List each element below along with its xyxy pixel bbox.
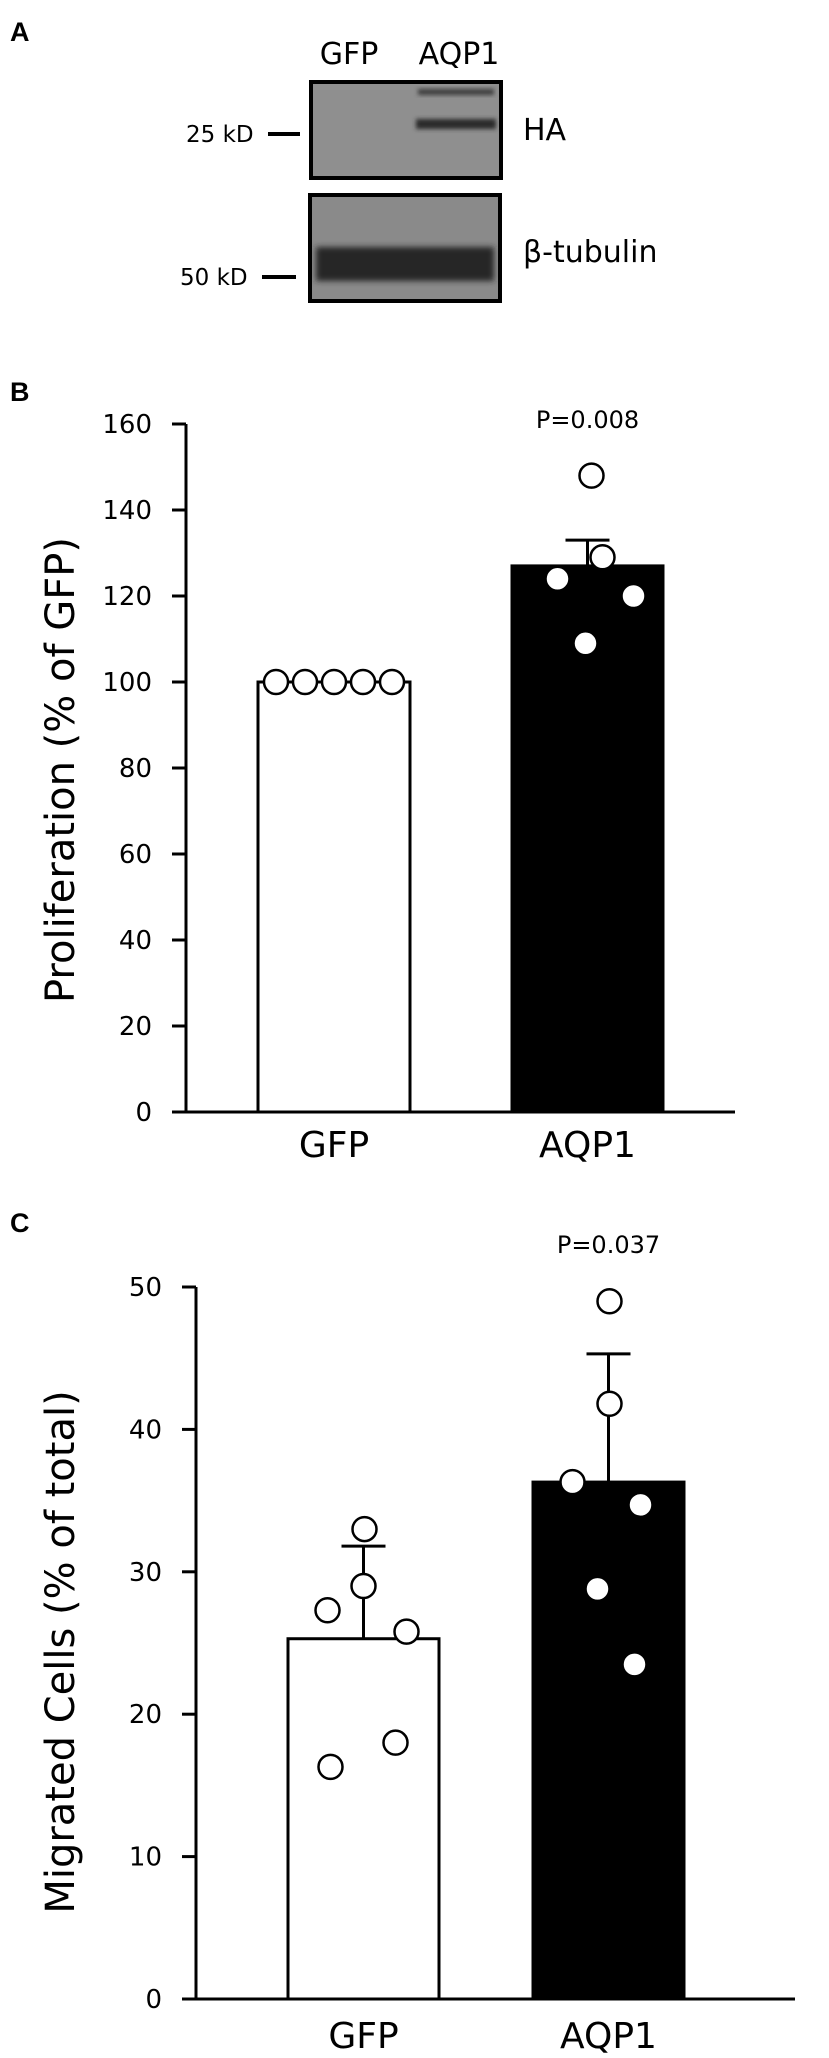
data-point-aqp1 <box>589 544 616 571</box>
category-label-gfp: GFP <box>299 1125 369 1166</box>
y-tick-label: 0 <box>145 1985 162 2015</box>
y-tick-label: 40 <box>119 926 152 956</box>
blot-marker-50kd: 50 kD <box>180 265 248 291</box>
blot-tubulin <box>308 193 502 303</box>
y-tick-label: 20 <box>119 1012 152 1042</box>
category-label-aqp1: AQP1 <box>560 2016 657 2057</box>
y-tick-label: 20 <box>129 1700 162 1730</box>
panel-c: C Migrated Cells (% of total) 0 10 20 30 40 5… <box>10 1208 795 2057</box>
y-tick-label: 80 <box>119 754 152 784</box>
data-point-gfp <box>317 1753 344 1781</box>
y-tick-label: 40 <box>129 1415 162 1445</box>
data-point-gfp <box>378 668 406 696</box>
data-point-gfp <box>351 1515 378 1543</box>
data-point-gfp <box>393 1618 420 1645</box>
y-tick-label: 140 <box>102 496 152 526</box>
blot-lane-label-gfp: GFP <box>320 37 379 72</box>
data-point-gfp <box>350 1572 377 1600</box>
y-tick-label: 10 <box>129 1843 162 1873</box>
panel-a: A GFP AQP1 25 kD HA 50 kD β-tubulin <box>10 17 658 303</box>
data-point-aqp1 <box>578 462 605 489</box>
data-point-aqp1 <box>620 582 647 610</box>
chart-c-plot: 0 10 20 30 40 50 GFP AQP1 P=0.037 <box>129 1231 795 2057</box>
blot-lane-label-aqp1: AQP1 <box>419 37 500 72</box>
bar-gfp <box>286 1637 441 2001</box>
y-tick-label: 30 <box>129 1558 162 1588</box>
blot-ha-membrane <box>309 80 503 180</box>
chart-b-ylabel: Proliferation (% of GFP) <box>38 537 84 1003</box>
data-point-aqp1 <box>596 1390 623 1418</box>
y-tick-label: 60 <box>119 840 152 870</box>
p-value-annotation: P=0.008 <box>536 406 639 434</box>
bar-aqp1 <box>510 564 665 1114</box>
p-value-annotation: P=0.037 <box>557 1231 660 1259</box>
data-point-aqp1 <box>627 1491 654 1519</box>
panel-label-b: B <box>10 377 30 407</box>
data-point-aqp1 <box>621 1651 648 1678</box>
y-tick-label: 120 <box>102 582 152 612</box>
y-tick-label: 100 <box>102 668 152 698</box>
data-point-gfp <box>314 1596 341 1624</box>
blot-target-ha: HA <box>523 113 567 148</box>
blot-ha <box>309 80 503 180</box>
chart-b-plot: 0 20 40 60 80 100 120 140 160 GFP AQP1 P=0.008 <box>102 406 735 1166</box>
blot-tubulin-band <box>316 247 494 281</box>
data-point-gfp <box>262 668 290 696</box>
panel-label-a: A <box>10 17 30 47</box>
chart-c-ylabel: Migrated Cells (% of total) <box>38 1390 84 1913</box>
panel-label-c: C <box>10 1208 30 1238</box>
data-point-aqp1 <box>559 1468 586 1496</box>
blot-target-tubulin: β-tubulin <box>523 235 658 270</box>
data-point-gfp <box>382 1729 409 1756</box>
data-point-gfp <box>291 668 319 696</box>
data-point-gfp <box>320 668 348 696</box>
data-point-aqp1 <box>596 1287 623 1315</box>
bar-aqp1 <box>531 1480 686 2001</box>
data-point-aqp1 <box>572 630 599 657</box>
blot-marker-25kd: 25 kD <box>186 122 254 148</box>
blot-ha-band-upper <box>418 89 494 95</box>
data-point-gfp <box>349 668 377 696</box>
data-point-aqp1 <box>584 1575 611 1603</box>
data-point-aqp1 <box>544 565 571 593</box>
category-label-aqp1: AQP1 <box>539 1125 636 1166</box>
y-tick-label: 0 <box>135 1098 152 1128</box>
blot-ha-band-lower <box>416 119 496 129</box>
y-tick-label: 160 <box>102 410 152 440</box>
panel-b: B Proliferation (% of GFP) 0 20 40 60 80 100 1… <box>10 377 735 1166</box>
category-label-gfp: GFP <box>328 2016 398 2057</box>
y-tick-label: 50 <box>129 1273 162 1303</box>
bar-gfp <box>256 680 412 1114</box>
